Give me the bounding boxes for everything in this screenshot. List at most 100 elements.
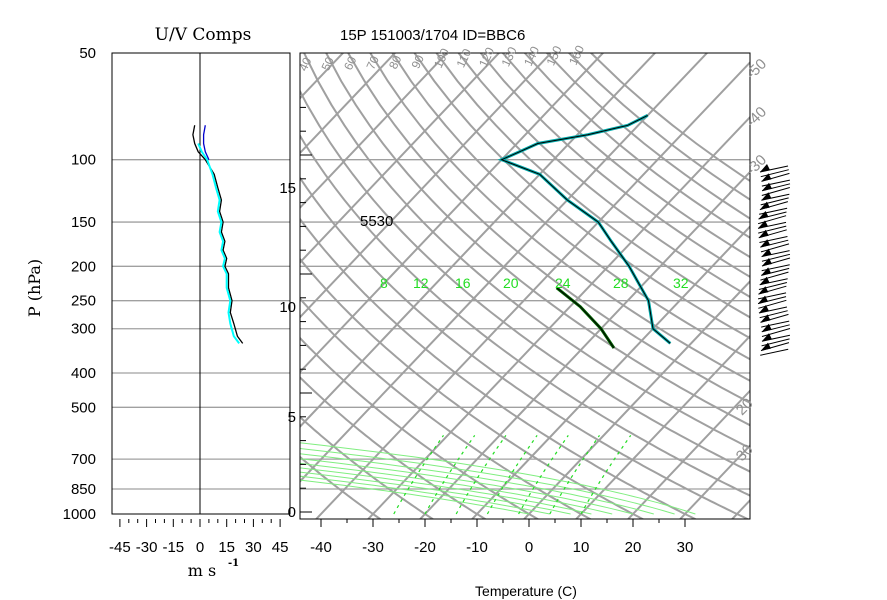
dewpoint-profile <box>556 287 615 349</box>
isotherm-label-1: -40 <box>743 103 770 130</box>
moist-adiabat-label-32: 32 <box>673 275 689 291</box>
moist-adiabat-24 <box>300 453 654 515</box>
moist-adiabat-label-12: 12 <box>413 275 429 291</box>
skewt-xtick-label-4: 0 <box>525 539 533 556</box>
isotherm--100 <box>300 53 449 210</box>
isotherm-10 <box>574 334 750 519</box>
wind-barb-flag-8 <box>759 201 770 210</box>
moist-adiabat-label-8: 8 <box>380 275 388 291</box>
isotherm--80 <box>300 53 553 319</box>
wind-barb-staff-29 <box>758 299 787 309</box>
skewt-xtick-label-7: 30 <box>677 539 694 556</box>
dry-adiabat-150 <box>479 53 750 278</box>
theta-label-40: 40 <box>296 55 314 73</box>
moist-adiabat-20 <box>300 458 634 515</box>
wind-barb-flag-0 <box>760 164 770 172</box>
wind-barb-staff-1 <box>760 169 789 178</box>
pressure-label-500: 500 <box>71 399 96 416</box>
theta-label-70: 70 <box>364 53 382 71</box>
wind-barb-flag-20 <box>761 258 772 266</box>
wind-barb-staff-5 <box>761 187 790 196</box>
wind-barb-flag-26 <box>758 286 769 295</box>
dry-adiabat-110 <box>391 53 750 361</box>
pressure-tick-labels: 50 100 150 200 250 300 400 500 700 850 1000 <box>63 45 96 523</box>
pressure-label-850: 850 <box>71 481 96 498</box>
isotherm--70 <box>300 53 605 374</box>
height-annotation: 5530 <box>360 213 393 230</box>
wind-barb-flag-10 <box>758 211 769 219</box>
skewt-frame <box>299 52 751 520</box>
dry-adiabat-60 <box>300 89 750 473</box>
wind-barb-flag-18 <box>761 248 772 257</box>
isotherm--10 <box>470 225 750 519</box>
moist-adiabat-label-24: 24 <box>555 275 571 291</box>
dry-adiabat--20 <box>300 415 435 519</box>
wind-barb-staff-17 <box>760 243 790 253</box>
wind-barb-flag-32 <box>760 314 771 323</box>
moist-adiabat-4 <box>300 475 550 515</box>
dry-adiabat-30 <box>300 217 698 519</box>
theta-label-130: 130 <box>499 44 520 68</box>
skewt-xtick-label-6: 20 <box>625 539 642 556</box>
pressure-label-200: 200 <box>71 258 96 275</box>
dry-adiabat--10 <box>300 376 487 519</box>
uv-series-1 <box>197 143 240 344</box>
wind-barb-staff-19 <box>761 253 791 262</box>
isotherm--130 <box>0 19 324 522</box>
isotherm--120 <box>300 53 345 100</box>
uv-panel: U/V Comps 501001502002503004005007008501… <box>25 25 750 580</box>
moist-adiabat-label-28: 28 <box>613 275 629 291</box>
moist-adiabat-32 <box>300 442 696 515</box>
wind-barb-flag-28 <box>758 295 769 304</box>
wind-barb-flag-16 <box>760 239 771 248</box>
theta-label-50: 50 <box>319 54 337 72</box>
dry-adiabat-100 <box>369 53 750 382</box>
dry-adiabat-130 <box>435 53 750 319</box>
isotherm-label-0: -50 <box>743 55 770 82</box>
isotherm--50 <box>300 53 709 483</box>
theta-label-160: 160 <box>566 43 587 67</box>
pressure-label-400: 400 <box>71 365 96 382</box>
dry-adiabat-160 <box>501 53 750 259</box>
uv-series <box>192 125 244 344</box>
moist-adiabat-16 <box>300 462 613 515</box>
wind-barb-staff-11 <box>757 215 787 225</box>
height-km-label-5: 5 <box>288 409 296 426</box>
skewt-xlabel: Temperature (C) <box>475 583 577 599</box>
height-km-labels: 15 10 5 0 <box>279 106 312 521</box>
dry-adiabat-50 <box>300 133 750 497</box>
isotherm-0 <box>522 279 750 519</box>
height-km-label-0: 0 <box>288 504 296 521</box>
pressure-label-100: 100 <box>71 152 96 169</box>
moist-adiabats <box>300 435 696 515</box>
pressure-label-700: 700 <box>71 451 96 468</box>
isotherm--90 <box>300 53 501 264</box>
isotherm--40 <box>314 60 750 519</box>
uv-xlabel-superscript: -1 <box>228 558 239 569</box>
uv-xtick-label-5: 30 <box>245 539 262 556</box>
skewt-xtick-label-0: -40 <box>310 539 332 556</box>
wind-barb-flag-38 <box>760 342 771 351</box>
moist-adiabat-28 <box>300 447 675 515</box>
moist-adiabat-label-20: 20 <box>503 275 519 291</box>
pressure-label-1000: 1000 <box>63 506 96 523</box>
uv-series-2 <box>202 125 210 160</box>
wind-barb-flag-14 <box>758 229 769 238</box>
wind-barb-staff-27 <box>757 292 787 300</box>
pressure-label-50: 50 <box>79 45 96 62</box>
theta-label-90: 90 <box>409 52 427 70</box>
wind-barb-staff-35 <box>761 328 791 337</box>
uv-xtick-label-4: 15 <box>218 539 235 556</box>
theta-label-80: 80 <box>386 53 404 71</box>
wind-barb-flag-2 <box>761 173 772 182</box>
theta-label-100: 100 <box>431 46 452 70</box>
height-km-label-10: 10 <box>279 299 296 316</box>
wind-barb-flag-24 <box>759 276 770 285</box>
height-km-label-15: 15 <box>279 180 296 197</box>
dry-adiabat-190 <box>567 53 750 201</box>
wind-barb-staff-3 <box>761 179 790 187</box>
dry-adiabat-140 <box>457 53 750 299</box>
wind-barb-flag-30 <box>758 305 769 313</box>
wind-barb-flag-36 <box>761 333 772 342</box>
